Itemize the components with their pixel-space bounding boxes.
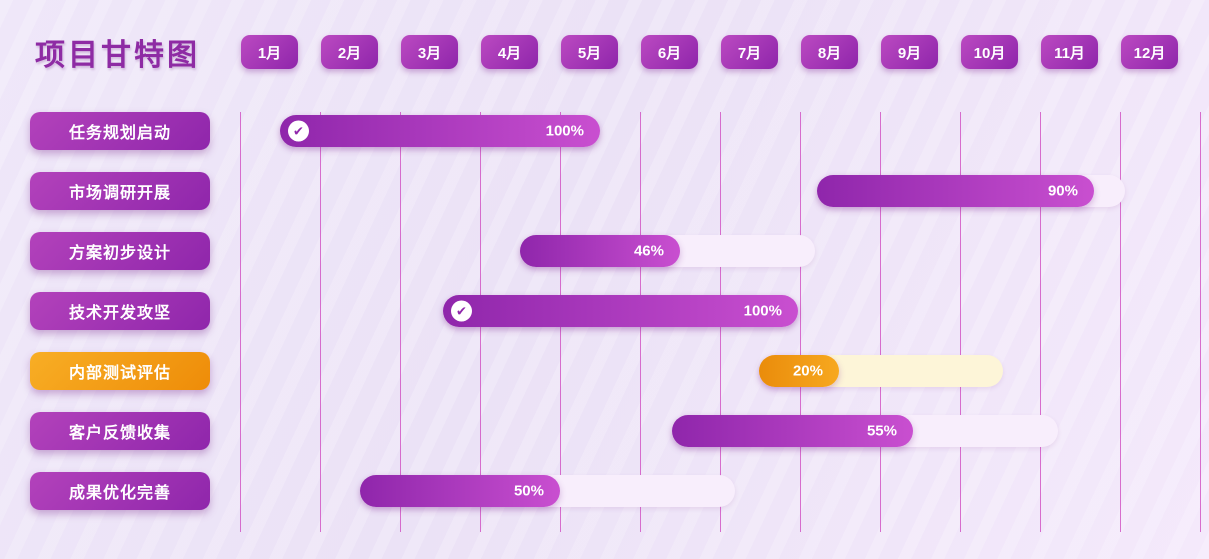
month-button-1[interactable]: 1月 (241, 35, 298, 69)
task-label-7[interactable]: 成果优化完善 (30, 472, 210, 510)
month-button-4[interactable]: 4月 (481, 35, 538, 69)
gantt-bar-track: 90% (817, 175, 1125, 207)
gridline (320, 112, 321, 532)
gridline (800, 112, 801, 532)
month-button-2[interactable]: 2月 (321, 35, 378, 69)
month-button-8[interactable]: 8月 (801, 35, 858, 69)
gridline (1120, 112, 1121, 532)
gridline (1200, 112, 1201, 532)
gantt-bar-track: ✔ 100% (443, 295, 798, 327)
gantt-bar-fill: 50% (360, 475, 560, 507)
progress-percent-label: 100% (545, 122, 584, 140)
month-button-9[interactable]: 9月 (881, 35, 938, 69)
gridline (1040, 112, 1041, 532)
gantt-bar-track: ✔ 100% (280, 115, 600, 147)
month-button-6[interactable]: 6月 (641, 35, 698, 69)
gantt-bar-fill: ✔ 100% (443, 295, 798, 327)
task-label-1[interactable]: 任务规划启动 (30, 112, 210, 150)
gridline (400, 112, 401, 532)
progress-percent-label: 50% (513, 482, 544, 500)
gantt-bar-fill: 20% (759, 355, 839, 387)
gridline (240, 112, 241, 532)
progress-percent-label: 55% (866, 422, 897, 440)
gridline (960, 112, 961, 532)
gantt-bar-track: 20% (759, 355, 1003, 387)
gridline (880, 112, 881, 532)
task-label-4[interactable]: 技术开发攻坚 (30, 292, 210, 330)
month-button-12[interactable]: 12月 (1121, 35, 1178, 69)
page-title: 项目甘特图 (35, 39, 200, 72)
gantt-bar-fill: 46% (520, 235, 680, 267)
task-label-2[interactable]: 市场调研开展 (30, 172, 210, 210)
progress-percent-label: 20% (792, 362, 823, 380)
gantt-bar-track: 46% (520, 235, 815, 267)
month-button-10[interactable]: 10月 (961, 35, 1018, 69)
month-button-11[interactable]: 11月 (1041, 35, 1098, 69)
progress-percent-label: 100% (743, 302, 782, 320)
progress-percent-label: 90% (1047, 182, 1078, 200)
gantt-bar-track: 50% (360, 475, 735, 507)
gantt-bar-fill: ✔ 100% (280, 115, 600, 147)
month-button-5[interactable]: 5月 (561, 35, 618, 69)
month-button-3[interactable]: 3月 (401, 35, 458, 69)
task-label-3[interactable]: 方案初步设计 (30, 232, 210, 270)
gantt-bar-fill: 90% (817, 175, 1094, 207)
check-icon: ✔ (451, 300, 472, 322)
gantt-bar-fill: 55% (672, 415, 913, 447)
month-button-7[interactable]: 7月 (721, 35, 778, 69)
gantt-bar-track: 55% (672, 415, 1058, 447)
task-label-5[interactable]: 内部测试评估 (30, 352, 210, 390)
check-icon: ✔ (288, 120, 309, 142)
progress-percent-label: 46% (633, 242, 664, 260)
task-label-6[interactable]: 客户反馈收集 (30, 412, 210, 450)
